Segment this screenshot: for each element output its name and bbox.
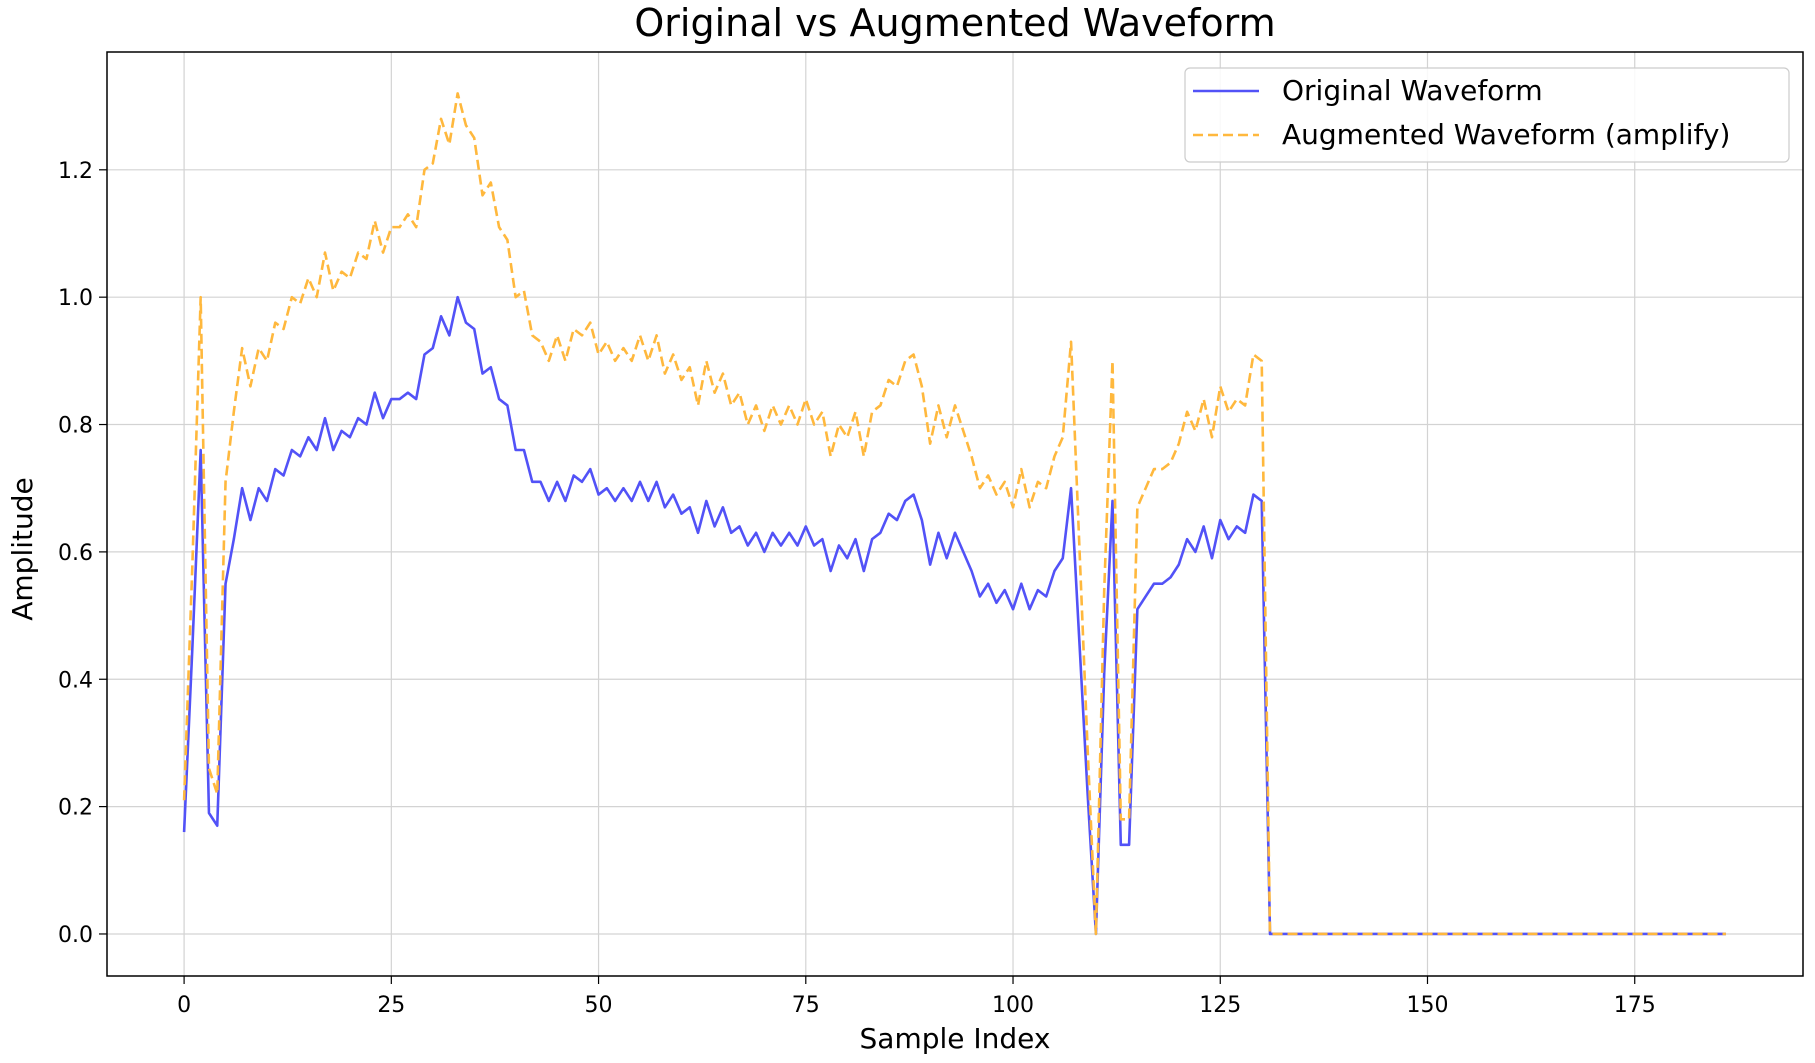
x-axis-ticks: 0 25 50 75 100 125 150 175	[177, 976, 1656, 1018]
series-line-augmented	[182, 92, 1726, 936]
x-tick-label: 175	[1614, 993, 1656, 1018]
x-tick-label: 50	[585, 993, 613, 1018]
x-tick-label: 0	[177, 993, 191, 1018]
legend-box	[1184, 67, 1790, 163]
y-axis-ticks: 0.0 0.2 0.4 0.6 0.8 1.0 1.2	[58, 159, 107, 948]
x-tick-label: 75	[792, 993, 820, 1018]
y-tick-label: 0.4	[58, 668, 93, 693]
x-tick-label: 150	[1406, 993, 1448, 1018]
x-tick-label: 25	[377, 993, 405, 1018]
y-axis-label: Amplitude	[6, 477, 39, 621]
y-tick-label: 0.8	[58, 414, 93, 439]
chart-title: Original vs Augmented Waveform	[634, 1, 1275, 45]
legend-label: Augmented Waveform (amplify)	[1282, 118, 1730, 151]
series-layer	[182, 92, 1726, 936]
series-line-original	[182, 295, 1726, 936]
x-axis-label: Sample Index	[860, 1022, 1051, 1055]
y-tick-label: 0.2	[58, 796, 93, 821]
y-tick-label: 1.0	[58, 286, 93, 311]
plot-frame	[106, 51, 1804, 977]
legend: Original Waveform Augmented Waveform (amp…	[1184, 67, 1790, 163]
x-tick-label: 100	[992, 993, 1034, 1018]
y-tick-label: 1.2	[58, 159, 93, 184]
x-tick-label: 125	[1199, 993, 1241, 1018]
y-tick-label: 0.6	[58, 541, 93, 566]
legend-label: Original Waveform	[1282, 74, 1543, 107]
grid-lines	[107, 52, 1803, 976]
y-tick-label: 0.0	[58, 923, 93, 948]
